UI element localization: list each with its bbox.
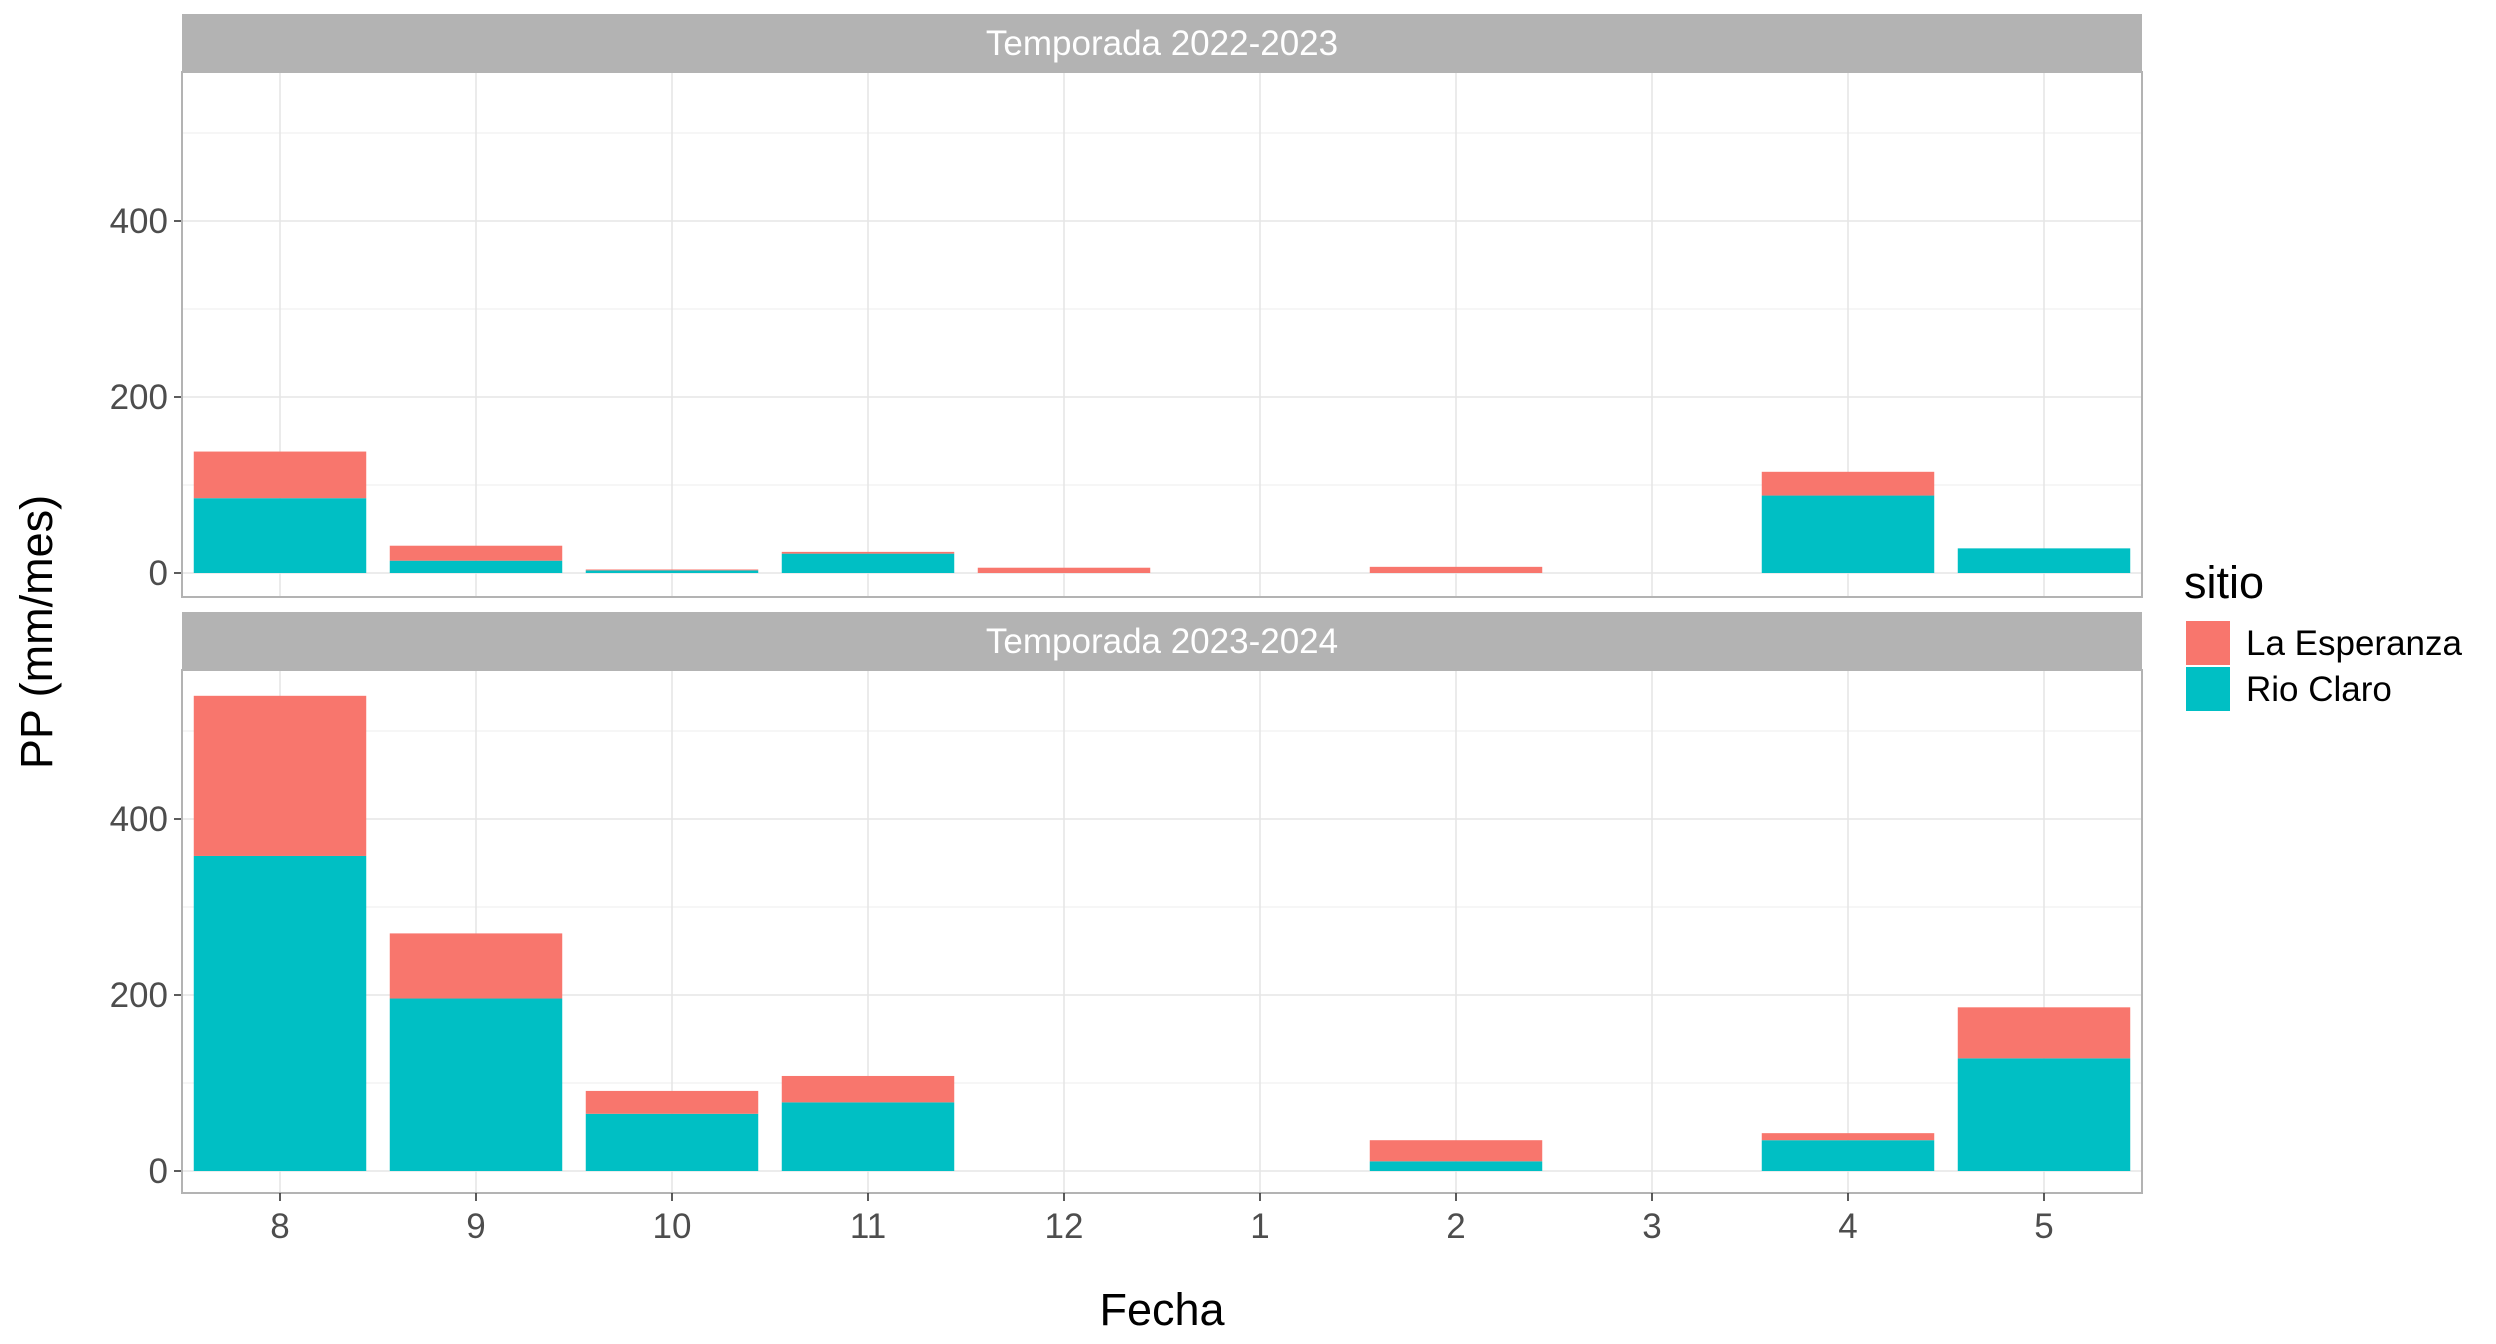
bar-rio-claro-5 bbox=[1957, 548, 2131, 573]
bar-rio-claro-11 bbox=[781, 553, 955, 573]
bar-rio-claro-2 bbox=[1369, 1161, 1543, 1171]
bar-la-esperanza-12 bbox=[977, 567, 1151, 573]
x-tick-label: 11 bbox=[850, 1207, 886, 1246]
x-tick-label: 9 bbox=[466, 1207, 485, 1246]
bar-rio-claro-8 bbox=[193, 498, 367, 573]
x-axis-title: Fecha bbox=[1099, 1284, 1225, 1335]
y-axis-title: PP (mm/mes) bbox=[11, 495, 62, 769]
bar-rio-claro-11 bbox=[781, 1102, 955, 1171]
y-tick-label: 200 bbox=[110, 976, 168, 1015]
facet-panel-1: Temporada 2022-2023 0 200 400 bbox=[110, 14, 2143, 598]
x-tick-label: 5 bbox=[2034, 1207, 2053, 1246]
facet-strip bbox=[182, 612, 2142, 670]
x-tick-label: 8 bbox=[270, 1207, 289, 1246]
bar-la-esperanza-8 bbox=[193, 451, 367, 499]
facet-strip bbox=[182, 14, 2142, 72]
bar-rio-claro-4 bbox=[1761, 1140, 1935, 1171]
y-tick-label: 400 bbox=[110, 202, 168, 241]
y-tick-label: 0 bbox=[149, 1152, 168, 1191]
facet-title: Temporada 2022-2023 bbox=[986, 24, 1338, 63]
bar-la-esperanza-2 bbox=[1369, 566, 1543, 573]
x-tick-label: 4 bbox=[1838, 1207, 1857, 1246]
bar-la-esperanza-10 bbox=[585, 569, 759, 571]
x-tick-label: 12 bbox=[1045, 1207, 1084, 1246]
bar-rio-claro-5 bbox=[1957, 1058, 2131, 1171]
y-tick-label: 400 bbox=[110, 800, 168, 839]
bar-la-esperanza-5 bbox=[1957, 1007, 2131, 1059]
bar-la-esperanza-2 bbox=[1369, 1140, 1543, 1162]
bar-la-esperanza-8 bbox=[193, 695, 367, 856]
legend-label: La Esperanza bbox=[2246, 624, 2463, 663]
bar-la-esperanza-11 bbox=[781, 551, 955, 554]
panel-border bbox=[181, 71, 2143, 598]
y-tick-label: 200 bbox=[110, 378, 168, 417]
x-tick-label: 2 bbox=[1446, 1207, 1465, 1246]
x-tick-label: 1 bbox=[1250, 1207, 1269, 1246]
legend-title: sitio bbox=[2184, 557, 2264, 608]
legend-key-rio-claro bbox=[2186, 667, 2230, 711]
facet-title: Temporada 2023-2024 bbox=[986, 622, 1338, 661]
y-tick-label: 0 bbox=[149, 554, 168, 593]
bar-rio-claro-10 bbox=[585, 1113, 759, 1171]
bar-la-esperanza-10 bbox=[585, 1090, 759, 1114]
bar-rio-claro-4 bbox=[1761, 495, 1935, 573]
bar-rio-claro-8 bbox=[193, 855, 367, 1171]
bar-rio-claro-9 bbox=[389, 998, 563, 1171]
x-tick-label: 10 bbox=[653, 1207, 692, 1246]
bar-rio-claro-10 bbox=[585, 570, 759, 573]
legend-label: Rio Claro bbox=[2246, 670, 2392, 709]
x-axis-ticks: 8 9 10 11 12 1 2 3 4 5 bbox=[270, 1193, 2054, 1246]
bar-la-esperanza-4 bbox=[1761, 1133, 1935, 1141]
panel-border bbox=[181, 669, 2143, 1194]
bar-rio-claro-9 bbox=[389, 560, 563, 573]
x-tick-label: 3 bbox=[1642, 1207, 1661, 1246]
bar-la-esperanza-4 bbox=[1761, 471, 1935, 496]
legend-key-la-esperanza bbox=[2186, 621, 2230, 665]
bar-la-esperanza-9 bbox=[389, 933, 563, 999]
facet-panel-2: Temporada 2023-2024 0 200 400 bbox=[110, 612, 2143, 1194]
legend: sitio La Esperanza Rio Claro bbox=[2184, 557, 2463, 711]
bar-la-esperanza-9 bbox=[389, 545, 563, 561]
bar-la-esperanza-11 bbox=[781, 1075, 955, 1103]
